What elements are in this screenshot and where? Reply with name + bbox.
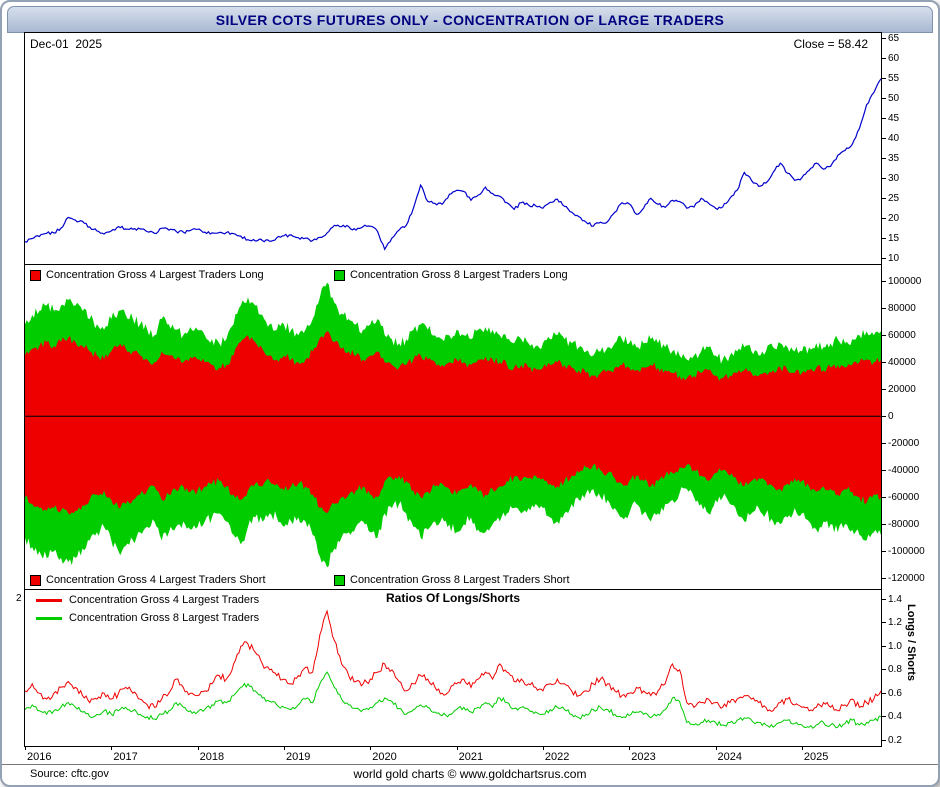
legend-label: Concentration Gross 4 Largest Traders Lo… (46, 269, 264, 281)
y-tick-label: 1.2 (882, 617, 902, 628)
y-tick-label: 40 (882, 133, 899, 144)
x-axis-year-label: 2024 (717, 751, 743, 763)
left-axis-label: 2 (16, 593, 22, 604)
y-tick-label: -40000 (882, 465, 919, 476)
credit-label: world gold charts © www.goldchartsrus.co… (353, 767, 587, 781)
y-tick-label: 0.4 (882, 711, 902, 722)
source-label: Source: cftc.gov (30, 768, 109, 780)
concentration-area-chart (25, 282, 881, 568)
y-tick-label: 100000 (882, 276, 921, 287)
x-tick (629, 747, 631, 750)
y-tick-label: 50 (882, 93, 899, 104)
y-tick-label: 65 (882, 33, 899, 44)
y-tick-label: 25 (882, 193, 899, 204)
y-tick-label: 60 (882, 53, 899, 64)
y-tick-label: -60000 (882, 492, 919, 503)
x-axis-year-label: 2025 (803, 751, 829, 763)
y-tick-label: 0.6 (882, 688, 902, 699)
legend-gross4-long: Concentration Gross 4 Largest Traders Lo… (30, 269, 264, 281)
x-tick (542, 747, 544, 750)
legend-gross8-short: Concentration Gross 8 Largest Traders Sh… (334, 574, 570, 586)
x-axis-year-label: 2020 (372, 751, 397, 763)
x-tick (456, 747, 458, 750)
x-tick (801, 747, 803, 750)
green-square-swatch (334, 574, 345, 586)
y-tick-label: -20000 (882, 438, 919, 449)
series-ratio-4-largest (25, 609, 881, 712)
y-tick-label: 1.0 (882, 641, 902, 652)
y-tick-label: 20000 (882, 384, 916, 395)
legend-label: Concentration Gross 8 Largest Traders Lo… (350, 269, 568, 281)
y-tick-label: 15 (882, 233, 899, 244)
y-tick-label: 1.4 (882, 594, 902, 605)
ratio-line-chart (25, 609, 881, 729)
y-tick-label: -120000 (882, 573, 925, 584)
x-tick (283, 747, 285, 750)
y-tick-label: 35 (882, 153, 899, 164)
y-axis-silver-price: 65 60 55 50 45 40 35 30 25 20 15 10 (882, 33, 938, 264)
y-tick-label: 20 (882, 213, 899, 224)
red-square-swatch (30, 574, 41, 586)
legend-label: Concentration Gross 4 Largest Traders Sh… (46, 574, 266, 586)
y-tick-label: 0 (882, 411, 894, 422)
x-tick (197, 747, 199, 750)
x-axis-year-label: 2019 (285, 751, 311, 763)
footer: Source: cftc.gov world gold charts © www… (2, 764, 938, 785)
y-tick-label: 45 (882, 113, 899, 124)
close-value-label: Close = 58.42 (793, 37, 868, 51)
price-panel (24, 32, 882, 265)
x-tick (25, 747, 26, 750)
y-tick-label: 40000 (882, 357, 916, 368)
y-axis-title: Longs / Shorts (905, 604, 917, 681)
date-label: Dec-01 2025 (30, 37, 103, 51)
x-tick (715, 747, 717, 750)
concentration-panel (24, 264, 882, 590)
legend-gross8-long: Concentration Gross 8 Largest Traders Lo… (334, 269, 568, 281)
series-gross-4-short (25, 416, 881, 515)
red-line-swatch (36, 598, 62, 602)
y-tick-label: -100000 (882, 546, 925, 557)
legend-label: Concentration Gross 4 Largest Traders (69, 594, 260, 606)
y-tick-label: 0.2 (882, 735, 902, 746)
y-tick-label: -80000 (882, 519, 919, 530)
legend-label: Concentration Gross 8 Largest Traders Sh… (350, 574, 570, 586)
x-axis-year-label: 2016 (27, 751, 52, 763)
page-title: SILVER COTS FUTURES ONLY - CONCENTRATION… (7, 6, 933, 33)
y-tick-label: 0.8 (882, 664, 902, 675)
x-axis-year-label: 2023 (631, 751, 656, 763)
x-axis-year-label: 2022 (544, 751, 570, 763)
y-tick-label: 60000 (882, 330, 916, 341)
legend-gross4-short: Concentration Gross 4 Largest Traders Sh… (30, 574, 266, 586)
x-axis-year-label: 2018 (199, 751, 225, 763)
series-ratio-8-largest (25, 671, 881, 729)
series-silver-price (25, 78, 881, 251)
red-square-swatch (30, 269, 41, 281)
y-tick-label: 10 (882, 253, 899, 264)
series-gross-4-long (25, 331, 881, 417)
legend-label: Concentration Gross 8 Largest Traders (69, 612, 260, 624)
x-tick (370, 747, 372, 750)
legend-ratio-gross8: Concentration Gross 8 Largest Traders (36, 612, 259, 624)
y-tick-label: 55 (882, 73, 899, 84)
legend-ratio-gross4: Concentration Gross 4 Largest Traders (36, 594, 259, 606)
ratio-panel-title: Ratios Of Longs/Shorts (385, 591, 520, 605)
y-axis-gross-concentration: 100000 80000 60000 40000 20000 0 -20000 -40000 -… (882, 265, 938, 589)
x-axis-year-label: 2017 (113, 751, 138, 763)
silver-price-chart (25, 78, 881, 251)
green-square-swatch (334, 269, 345, 281)
x-axis: 2016 2017 2018 2019 2020 2021 2022 2023 2024 2025 (25, 747, 881, 765)
green-line-swatch (36, 616, 62, 620)
y-tick-label: 80000 (882, 303, 916, 314)
x-tick (111, 747, 113, 750)
y-axis-ratios: 1.4 1.2 1.0 0.8 0.6 0.4 0.2 (882, 590, 938, 746)
x-axis-year-label: 2021 (458, 751, 484, 763)
y-tick-label: 30 (882, 173, 899, 184)
ratio-panel (24, 589, 882, 747)
